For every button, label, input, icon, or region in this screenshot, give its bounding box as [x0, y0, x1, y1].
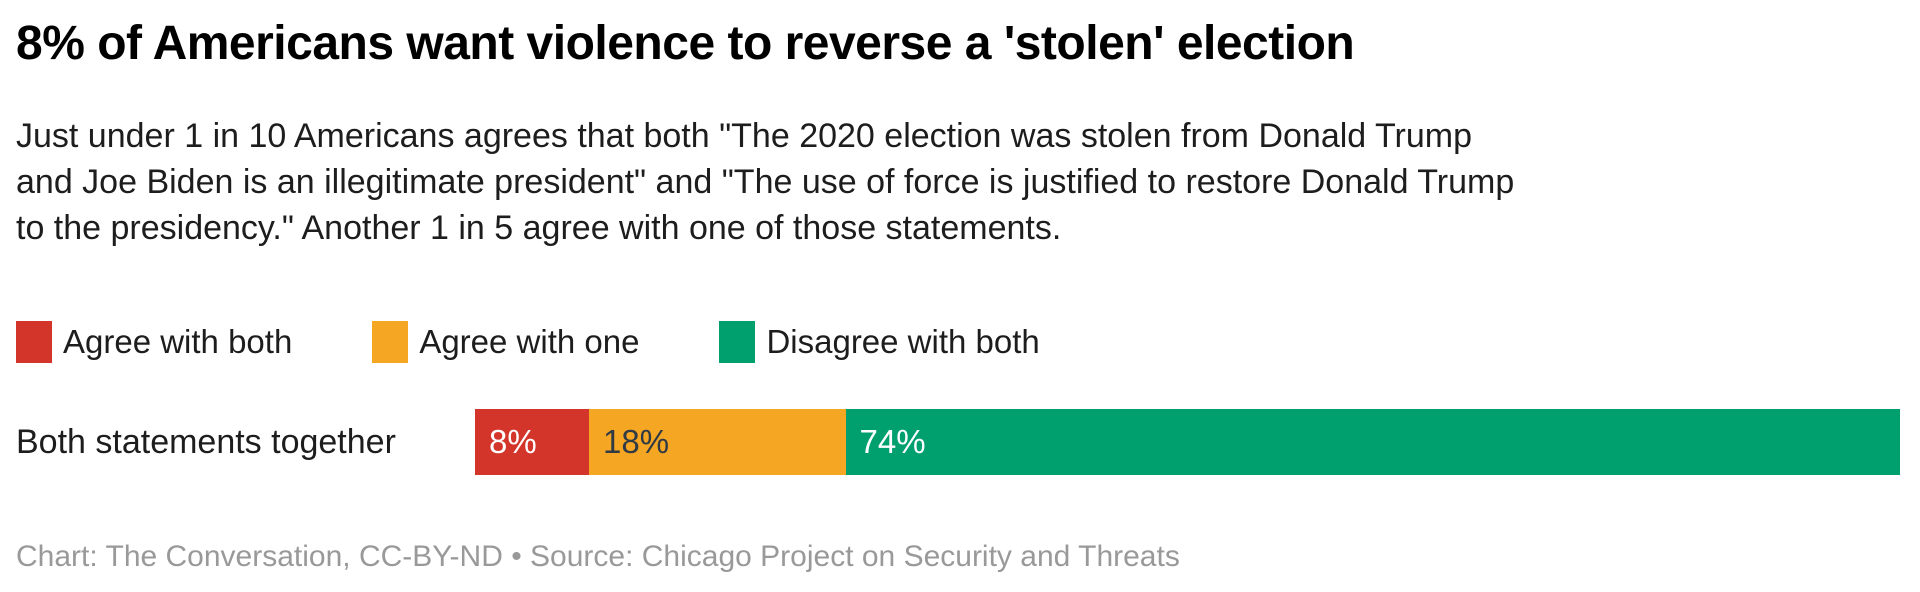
stacked-bar: 8% 18% 74%	[475, 409, 1900, 476]
chart-subtitle: Just under 1 in 10 Americans agrees that…	[16, 117, 1515, 248]
bar-segment-agree-with-one: 18%	[589, 409, 846, 476]
bar-value-label: 18%	[603, 423, 670, 461]
legend-swatch-disagree-with-both	[719, 321, 756, 364]
bar-segment-agree-with-both: 8%	[475, 409, 589, 476]
legend-item-disagree-with-both: Disagree with both	[719, 321, 1040, 364]
bar-segment-disagree-with-both: 74%	[845, 409, 1900, 476]
legend-item-agree-with-one: Agree with one	[372, 321, 640, 364]
bar-row: Both statements together 8% 18% 74%	[16, 409, 1900, 476]
legend-label: Agree with one	[419, 323, 640, 361]
legend-swatch-agree-with-one	[372, 321, 409, 364]
category-label: Both statements together	[16, 422, 396, 461]
legend-item-agree-with-both: Agree with both	[16, 321, 293, 364]
legend-label: Agree with both	[63, 323, 293, 361]
legend-swatch-agree-with-both	[16, 321, 52, 364]
bar-value-label: 8%	[489, 423, 537, 461]
bar-value-label: 74%	[859, 423, 926, 461]
chart-attribution: Chart: The Conversation, CC-BY-ND • Sour…	[16, 540, 1180, 574]
chart-title: 8% of Americans want violence to reverse…	[16, 17, 1355, 70]
legend: Agree with both Agree with one Disagree wi…	[16, 321, 1900, 364]
legend-label: Disagree with both	[766, 323, 1040, 361]
